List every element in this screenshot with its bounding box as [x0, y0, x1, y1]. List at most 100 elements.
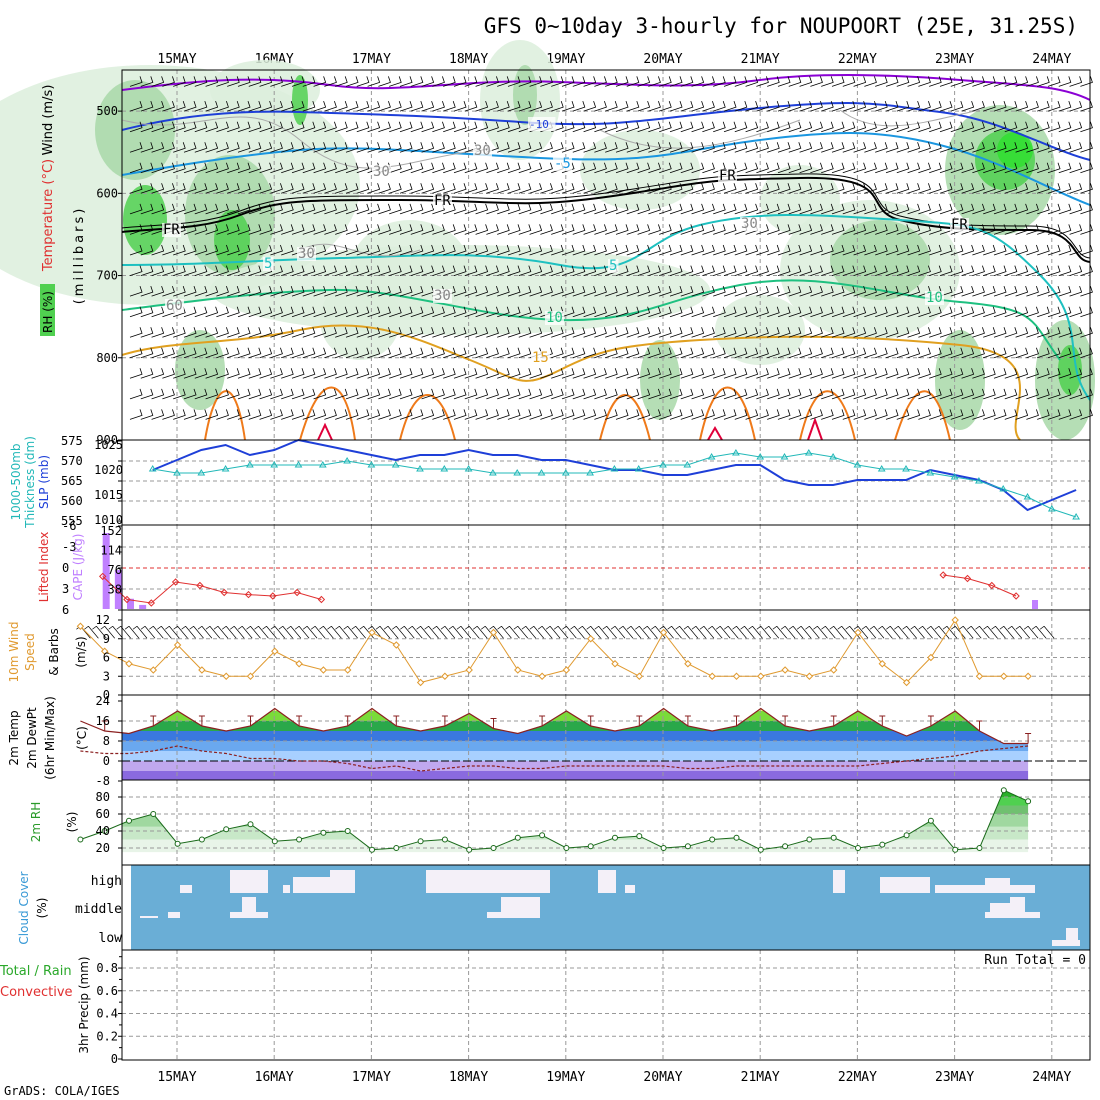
wind-barb	[205, 183, 219, 194]
wind-barb	[918, 162, 931, 174]
wind-barb	[248, 76, 262, 87]
wind-barb	[529, 285, 543, 297]
wind-barb	[723, 306, 737, 318]
wind-barb	[162, 183, 175, 194]
wind10-barb	[448, 625, 464, 639]
wind-barb	[227, 368, 240, 379]
wind10-barb	[707, 625, 723, 639]
wind-barb	[1080, 224, 1093, 235]
wind-barb	[421, 327, 435, 338]
wind-barb	[756, 244, 769, 256]
wind-tick: 9	[103, 632, 110, 646]
lifted-index-marker	[1012, 592, 1020, 600]
wind10-barb	[140, 625, 156, 639]
wind-barb	[626, 224, 640, 235]
wind-barb	[723, 388, 737, 400]
wind10-barb	[270, 625, 286, 639]
wind-barb	[497, 183, 510, 194]
minmax-whisker	[733, 715, 740, 726]
wind10-barb	[1015, 625, 1031, 639]
wind-barb	[907, 142, 921, 153]
wind-barb	[1069, 327, 1083, 338]
wind-barb	[561, 409, 575, 420]
wind-barb	[1069, 388, 1083, 400]
lifted-index-line	[102, 576, 322, 604]
cloud-block	[880, 877, 930, 893]
wind-barb	[356, 224, 370, 235]
wind-barb	[1069, 409, 1083, 420]
contour-label-bg	[372, 165, 391, 179]
wind-barb	[194, 76, 208, 87]
wind-barb	[421, 265, 435, 276]
wind-barb	[216, 203, 229, 215]
wind-barb	[173, 265, 186, 276]
wind-barb	[637, 265, 651, 276]
wind-barb	[788, 265, 802, 276]
wind-barb	[993, 306, 1007, 318]
wind-barb	[950, 388, 964, 400]
wind-barb	[734, 100, 748, 112]
wind-speed-marker	[465, 666, 473, 674]
wind10-barb	[262, 625, 277, 639]
wind-barb	[540, 244, 553, 256]
wind-barb	[1080, 285, 1093, 297]
wind-speed-marker	[611, 660, 619, 668]
wind-barb	[173, 76, 186, 87]
wind-barb	[475, 327, 489, 338]
wind-barb	[929, 76, 942, 87]
wind-barb	[183, 183, 197, 194]
wind-barb	[767, 244, 780, 256]
ylabel-degc: (°C)	[75, 726, 89, 750]
wind-barb	[885, 162, 899, 174]
ylabel-ms: (m/s)	[74, 636, 88, 667]
wind-barb	[399, 121, 413, 133]
wind-barb	[950, 76, 964, 87]
wind-barb	[345, 368, 359, 379]
wind-barb	[950, 100, 964, 112]
wind-barb	[140, 368, 154, 379]
wind-barb	[605, 224, 618, 235]
wind-barb	[594, 224, 607, 235]
wind-barb	[151, 203, 165, 215]
cloud-block	[935, 885, 1010, 893]
wind-barb	[1004, 409, 1018, 420]
wind-barb	[259, 183, 273, 194]
wind-barb	[745, 265, 759, 276]
wind-barb	[907, 388, 921, 400]
wind-barb	[1069, 162, 1083, 174]
wind-barb	[291, 306, 305, 318]
wind-barb	[659, 203, 672, 215]
bottom-date-label: 22MAY	[838, 1070, 877, 1085]
wind-barb	[723, 76, 737, 87]
wind10-barb	[918, 625, 933, 639]
wind-barb	[237, 368, 251, 379]
wind-barb	[497, 327, 510, 338]
ylabel-thickness-1: 1000-500mb	[9, 443, 23, 520]
wind-barb	[1004, 388, 1018, 400]
wind-barb	[1080, 347, 1093, 359]
wind-barb	[950, 306, 964, 318]
wind-barb	[691, 265, 705, 276]
wind-barb	[918, 368, 931, 379]
wind-barb	[594, 100, 607, 112]
lifted-index-marker	[98, 572, 107, 581]
wind10-barb	[400, 625, 415, 639]
wind-barb	[356, 327, 370, 338]
wind-barb	[1058, 347, 1072, 359]
wind-barb	[907, 121, 921, 133]
wind-barb	[259, 76, 273, 87]
cape-tick: 114	[100, 544, 122, 558]
wind-barb	[1080, 265, 1093, 276]
wind-barb	[140, 306, 154, 318]
wind-barb	[1080, 368, 1093, 379]
wind-barb	[972, 265, 985, 276]
wind-barb	[324, 306, 337, 318]
wind-barb	[756, 327, 769, 338]
wind-barb	[194, 224, 208, 235]
wind-barb	[399, 285, 413, 297]
wind-barb	[605, 142, 618, 153]
wind-barb	[572, 388, 586, 400]
wind-barb	[205, 244, 219, 256]
wind-barb	[129, 76, 143, 87]
wind10-barb	[92, 625, 107, 639]
